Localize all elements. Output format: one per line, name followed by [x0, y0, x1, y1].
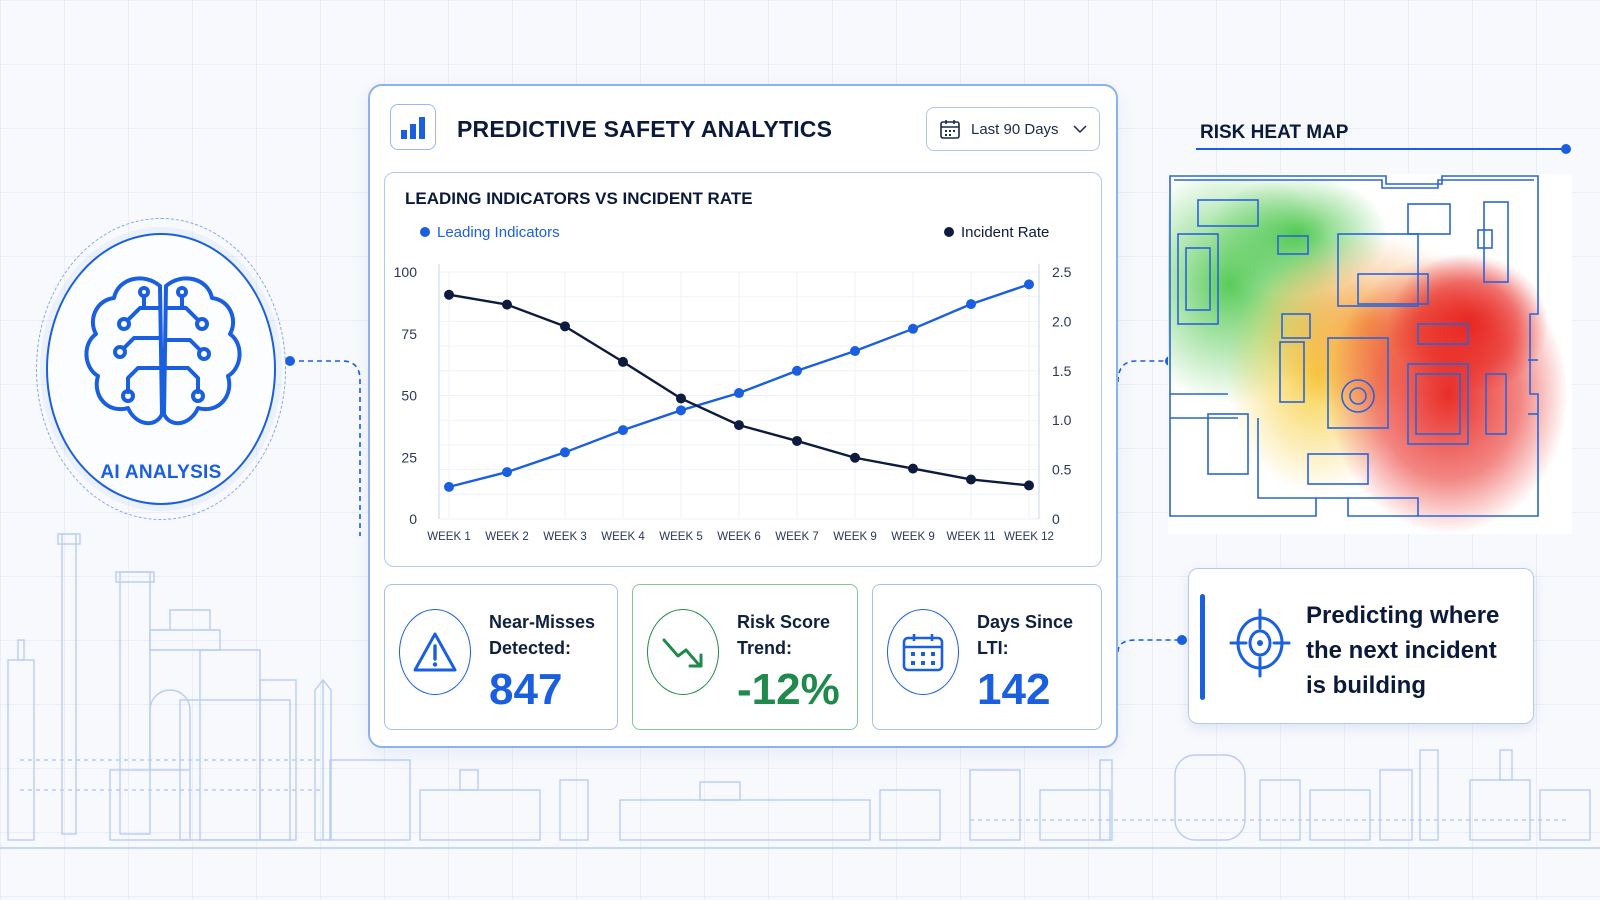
bar-chart-icon: [401, 117, 425, 139]
y-tick-right: 2.0: [1052, 313, 1072, 329]
calendar-icon: [940, 120, 960, 139]
stat-label: Risk Score Trend:: [737, 609, 830, 661]
target-icon: [1229, 608, 1291, 678]
y-tick-right: 0: [1052, 511, 1060, 527]
y-tick-left: 50: [401, 388, 417, 404]
x-tick-label: WEEK 3: [543, 531, 586, 543]
callout-line: is building: [1306, 672, 1426, 699]
chart-card: [384, 172, 1102, 567]
x-tick-label: WEEK 6: [717, 531, 760, 543]
page-title: PREDICTIVE SAFETY ANALYTICS: [457, 116, 833, 142]
callout-line: the next incident: [1306, 637, 1497, 664]
data-point-incident-rate: [618, 356, 628, 367]
stat-value-risk-score: -12%: [737, 665, 840, 714]
data-point-leading-indicators: [560, 447, 570, 458]
data-point-leading-indicators: [502, 467, 512, 478]
warning-icon: [399, 609, 471, 695]
data-point-incident-rate: [676, 393, 686, 404]
x-tick-label: WEEK 9: [833, 531, 876, 543]
data-point-leading-indicators: [850, 346, 860, 357]
trend-down-icon: [647, 609, 719, 695]
callout-text: Predicting where the next incident is bu…: [1306, 598, 1526, 703]
data-point-incident-rate: [792, 435, 802, 446]
y-tick-right: 0.5: [1052, 462, 1072, 478]
data-point-leading-indicators: [966, 299, 976, 310]
data-point-incident-rate: [444, 289, 454, 300]
y-tick-left: 75: [401, 326, 417, 342]
stat-label: Near-Misses Detected:: [489, 609, 595, 661]
chart-title: LEADING INDICATORS VS INCIDENT RATE: [405, 189, 753, 208]
industrial-skyline-illustration: [0, 533, 1600, 849]
stat-label-line: Near-Misses: [489, 612, 596, 632]
heat-zones: [1168, 174, 1568, 534]
date-range-value: Last 90 Days: [971, 120, 1059, 138]
data-point-incident-rate: [1024, 480, 1034, 491]
leading-indicators-chart: LEADING INDICATORS VS INCIDENT RATE Leadi…: [394, 189, 1072, 543]
heat-map-title-dot: [1561, 144, 1571, 154]
heat-map-title: RISK HEAT MAP: [1200, 122, 1349, 143]
ai-analysis-outer-ring: [36, 218, 286, 520]
y-tick-left: 100: [394, 264, 418, 280]
data-point-incident-rate: [734, 420, 744, 431]
calendar-icon: [887, 609, 959, 695]
x-tick-label: WEEK 12: [1004, 531, 1054, 543]
data-point-incident-rate: [502, 299, 512, 310]
app-logo: [390, 104, 436, 150]
stat-label-line: LTI:: [977, 638, 1009, 658]
risk-heat-map: [1168, 174, 1572, 534]
data-point-incident-rate: [560, 321, 570, 332]
y-tick-right: 2.5: [1052, 264, 1072, 280]
callout-accent-bar: [1200, 594, 1205, 700]
heat-map-title-underline: [1196, 148, 1566, 150]
stat-value-days-since-lti: 142: [977, 665, 1051, 714]
stat-label-line: Trend:: [737, 638, 793, 658]
legend-label-leading-indicators: Leading Indicators: [437, 224, 560, 241]
y-tick-left: 0: [409, 511, 417, 527]
x-tick-label: WEEK 7: [775, 531, 818, 543]
floor-plan: [1169, 175, 1539, 517]
y-tick-left: 25: [401, 449, 417, 465]
x-tick-label: WEEK 5: [659, 531, 702, 543]
stat-label-line: Detected:: [489, 638, 572, 658]
data-point-leading-indicators: [444, 481, 454, 492]
stat-label-line: Risk Score: [737, 612, 831, 632]
stat-card-days-since-lti: Days Since LTI: 142: [872, 584, 1102, 730]
data-point-leading-indicators: [1024, 279, 1034, 290]
x-tick-label: WEEK 4: [601, 531, 645, 543]
x-tick-label: WEEK 1: [427, 531, 470, 543]
stat-card-risk-score: Risk Score Trend: -12%: [632, 584, 858, 730]
data-point-leading-indicators: [908, 323, 918, 334]
callout-line: Predicting where: [1306, 602, 1500, 629]
legend-label-incident-rate: Incident Rate: [961, 224, 1049, 241]
y-tick-right: 1.5: [1052, 363, 1072, 379]
legend-marker-leading-indicators: [420, 227, 430, 237]
stat-value-near-misses: 847: [489, 665, 563, 714]
data-point-leading-indicators: [734, 388, 744, 399]
data-point-incident-rate: [908, 463, 918, 474]
stat-label-line: Days Since: [977, 612, 1074, 632]
data-point-incident-rate: [966, 474, 976, 485]
stat-card-near-misses: Near-Misses Detected: 847: [384, 584, 618, 730]
y-tick-right: 1.0: [1052, 412, 1072, 428]
x-tick-label: WEEK 2: [485, 531, 528, 543]
data-point-incident-rate: [850, 452, 860, 463]
data-point-leading-indicators: [676, 405, 686, 416]
x-tick-label: WEEK 11: [947, 531, 996, 543]
x-tick-label: WEEK 9: [891, 531, 934, 543]
brain-icon: [84, 276, 242, 425]
data-point-leading-indicators: [792, 365, 802, 376]
chevron-down-icon: [1073, 125, 1087, 134]
legend-marker-incident-rate: [944, 227, 954, 237]
data-point-leading-indicators: [618, 425, 628, 436]
prediction-callout: [1188, 568, 1534, 724]
date-range-select[interactable]: Last 90 Days: [926, 107, 1100, 151]
stat-label: Days Since LTI:: [977, 609, 1073, 661]
ai-analysis-label: AI ANALYSIS: [100, 462, 222, 483]
